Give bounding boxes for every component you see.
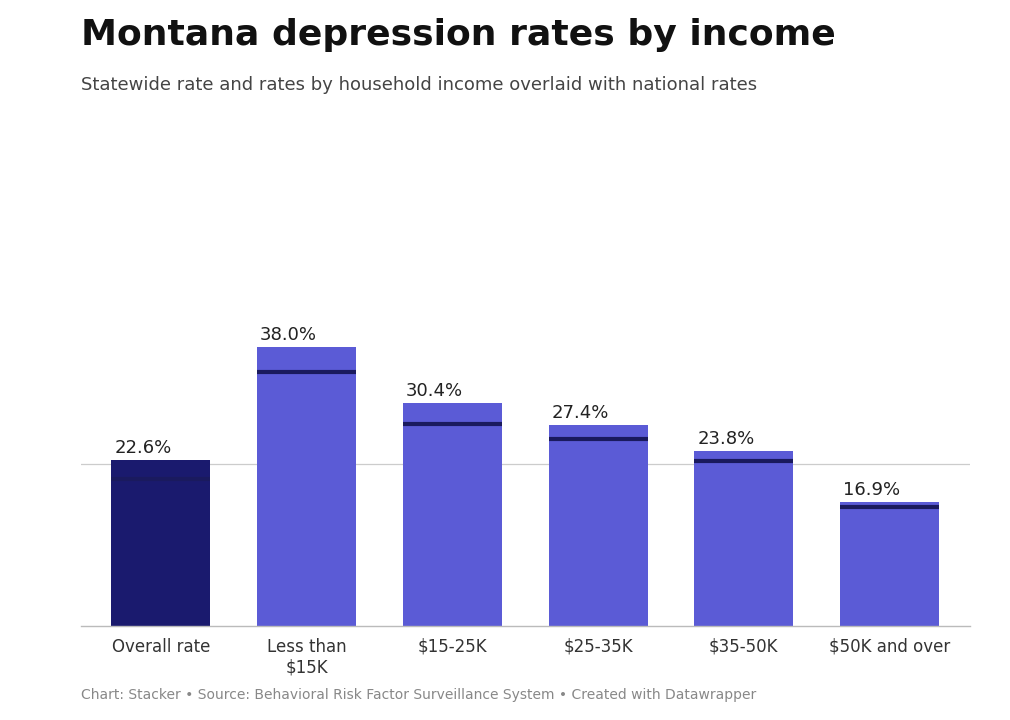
Text: 22.6%: 22.6% xyxy=(114,439,172,457)
Text: 38.0%: 38.0% xyxy=(260,325,317,343)
Bar xyxy=(111,460,210,626)
Text: Chart: Stacker • Source: Behavioral Risk Factor Surveillance System • Created wi: Chart: Stacker • Source: Behavioral Risk… xyxy=(81,688,756,702)
Text: 16.9%: 16.9% xyxy=(842,481,900,499)
Text: Montana depression rates by income: Montana depression rates by income xyxy=(81,18,835,52)
Bar xyxy=(403,402,502,626)
Text: 27.4%: 27.4% xyxy=(551,404,609,422)
Bar xyxy=(258,346,357,626)
Text: 23.8%: 23.8% xyxy=(697,430,754,448)
Bar xyxy=(548,425,647,626)
Text: 30.4%: 30.4% xyxy=(406,382,463,400)
Bar xyxy=(840,502,939,626)
Text: Statewide rate and rates by household income overlaid with national rates: Statewide rate and rates by household in… xyxy=(81,76,756,94)
Bar xyxy=(694,451,793,626)
